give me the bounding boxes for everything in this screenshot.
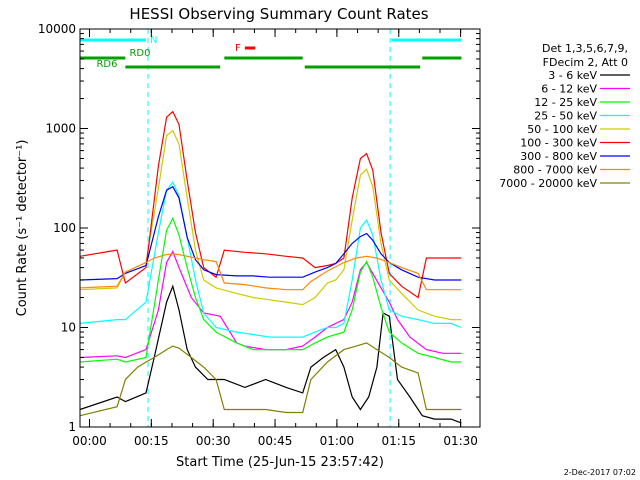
- x-tick-label: 00:45: [258, 434, 293, 448]
- series-line-3: [79, 216, 462, 363]
- series-line-5: [79, 129, 462, 321]
- legend-label: 300 - 800 keV: [520, 150, 597, 163]
- legend-label: 100 - 300 keV: [520, 137, 597, 150]
- y-axis-label: Count Rate (s⁻¹ detector⁻¹): [15, 140, 30, 317]
- series-line-2: [79, 250, 462, 359]
- legend-header: Det 1,3,5,6,7,9,: [542, 42, 628, 55]
- x-tick-label: 01:00: [320, 434, 355, 448]
- series-line-4: [79, 180, 462, 338]
- flag-label-n: N: [150, 35, 157, 46]
- y-tick-label: 1000: [45, 122, 76, 136]
- x-axis: 00:00 00:15 00:30 00:45 01:00 01:15 01:30: [72, 29, 478, 448]
- x-tick-label: 01:15: [381, 434, 416, 448]
- legend-label: 3 - 6 keV: [548, 69, 597, 82]
- legend-label: 7000 - 20000 keV: [499, 177, 597, 190]
- y-tick-label: 1: [68, 420, 76, 434]
- y-axis: 1 10 100 1000 10000: [38, 22, 480, 434]
- y-tick-label: 100: [53, 221, 76, 235]
- flag-label-f: F: [235, 43, 241, 54]
- flag-label-rd0: RD0: [129, 48, 150, 59]
- legend-label: 12 - 25 keV: [534, 96, 597, 109]
- legend: Det 1,3,5,6,7,9,FDecim 2, Att 03 - 6 keV…: [499, 42, 630, 190]
- chart-title: HESSI Observing Summary Count Rates: [129, 5, 428, 23]
- plot-area: N F RD0 RD6: [79, 29, 462, 427]
- x-tick-label: 00:30: [196, 434, 231, 448]
- series-line-6: [79, 110, 462, 299]
- legend-header: FDecim 2, Att 0: [543, 56, 628, 69]
- y-tick-label: 10: [61, 321, 76, 335]
- series-line-7: [79, 185, 462, 281]
- legend-label: 800 - 7000 keV: [513, 164, 597, 177]
- legend-label: 6 - 12 keV: [541, 83, 597, 96]
- legend-label: 50 - 100 keV: [527, 123, 597, 136]
- x-tick-label: 01:30: [443, 434, 478, 448]
- flag-label-rd6: RD6: [96, 59, 117, 70]
- x-tick-label: 00:15: [134, 434, 169, 448]
- y-tick-label: 10000: [38, 22, 76, 36]
- series-line-8: [79, 253, 462, 291]
- series-line-9: [79, 342, 462, 417]
- x-axis-label: Start Time (25-Jun-15 23:57:42): [176, 455, 384, 470]
- legend-label: 25 - 50 keV: [534, 110, 597, 123]
- series-line-1: [79, 284, 462, 424]
- footer-date: 2-Dec-2017 07:02: [564, 468, 636, 477]
- x-tick-label: 00:00: [72, 434, 107, 448]
